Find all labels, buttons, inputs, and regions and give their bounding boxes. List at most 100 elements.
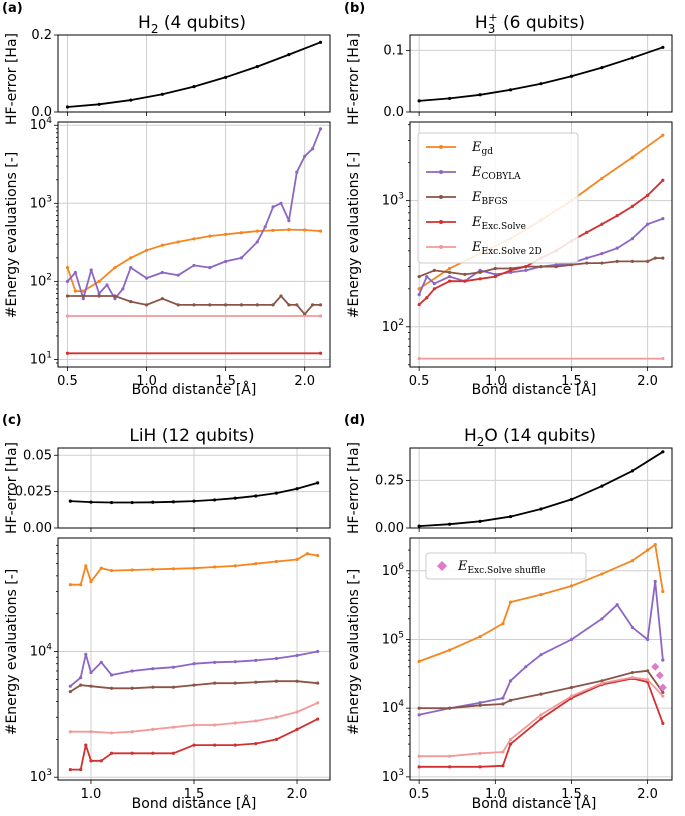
legend-b-gd-base: E (471, 140, 482, 155)
d-top-point-HF-error (448, 522, 452, 526)
b-bottom-ytick-base: 10 (382, 320, 399, 335)
d-bottom-point-E_COBYLA (646, 637, 650, 642)
a-bottom-point-E_gd (208, 234, 212, 238)
a-top-point-HF-error (129, 98, 133, 102)
d-bottom-series-E_gd (417, 543, 665, 663)
b-bottom-point-E_BFGS (478, 270, 482, 274)
b-bottom-point-E_Exc.Solve (425, 296, 429, 300)
a-bottom-point-E_COBYLA (239, 256, 244, 260)
d-bottom-point-E_COBYLA (615, 603, 619, 607)
d-bottom-ytick-exp: 6 (398, 562, 404, 572)
svg-text:EBFGS: EBFGS (471, 190, 508, 207)
d-top-frame (409, 447, 673, 529)
c-bottom-point-E_Exc.Solve (274, 737, 279, 741)
c-bottom-point-E_Exc.Solve 2D (233, 721, 237, 725)
a-bottom-point-E_gd (271, 228, 275, 232)
panel-letter-c: (c) (2, 413, 22, 428)
c-bottom-point-E_gd (130, 568, 134, 572)
a-bottom-point-E_gd (73, 289, 77, 293)
d-bottom-series-E_Exc.Solve shuffle (651, 662, 667, 692)
a-bottom-point-E_BFGS (192, 303, 196, 307)
c-bottom-point-E_gd (89, 579, 93, 584)
c-bottom-point-E_BFGS (79, 683, 83, 687)
c-bottom-point-E_Exc.Solve (171, 751, 175, 755)
d-bottom-point-E_COBYLA (661, 658, 665, 662)
d-top-ylabel: HF-error [Ha] (346, 442, 362, 534)
a-bottom-point-E_COBYLA (318, 127, 323, 131)
c-top-frame (57, 447, 331, 529)
c-bottom-point-E_Exc.Solve (295, 727, 299, 732)
b-bottom-xtick-label: 2.0 (637, 374, 658, 389)
legend-d-diamond-icon (437, 561, 447, 571)
d-bottom-point-E_BFGS (630, 670, 634, 675)
a-top-point-HF-error (224, 75, 228, 79)
svg-text:EExc.Solve: EExc.Solve (471, 215, 526, 232)
title-b-rest: (6 qubits) (498, 13, 586, 33)
b-xlabel: Bond distance [Å] (472, 381, 597, 398)
b-bottom-point-E_Exc.Solve (432, 287, 436, 291)
a-bottom-point-E_BFGS (295, 303, 299, 307)
c-xlabel: Bond distance [Å] (132, 795, 257, 812)
svg-text:EExc.Solve 2D: EExc.Solve 2D (471, 240, 542, 257)
b-bottom-point-E_COBYLA (600, 252, 604, 256)
c-top-point-HF-error (233, 496, 237, 500)
d-bottom-point-E_Exc.Solve 2D (508, 737, 513, 742)
c-bottom-point-E_Exc.Solve (109, 751, 114, 755)
b-bottom-point-E_BFGS (653, 256, 657, 260)
b-bottom-ytick-label: 103 (382, 192, 404, 209)
a-bottom-series-E_Exc.Solve (65, 351, 323, 355)
b-bottom-xtick-label: 0.5 (409, 374, 430, 389)
c-bottom-point-E_gd (213, 565, 217, 569)
a-bottom-point-E_BFGS (81, 294, 85, 298)
title-d-sub: 2 (477, 435, 485, 449)
a-bottom-point-E_gd (144, 248, 149, 252)
a-bottom-point-E_gd (318, 229, 323, 233)
d-bottom-point-E_BFGS (661, 690, 665, 694)
c-bottom-point-E_COBYLA (254, 658, 258, 662)
b-bottom-frame (409, 121, 673, 368)
a-bottom-point-E_COBYLA (279, 201, 283, 205)
chart-a-top: 0.0 0.2 (31, 28, 331, 120)
d-bottom-ytick-base: 10 (382, 564, 399, 579)
title-d-rest: O (14 qubits) (484, 426, 596, 446)
d-xlabel: Bond distance [Å] (472, 795, 597, 812)
b-bottom-point-E_COBYLA (661, 217, 665, 221)
a-bottom-point-E_gd (224, 232, 228, 236)
d-top-point-HF-error (539, 507, 543, 511)
c-bottom-point-E_BFGS (109, 686, 114, 690)
c-bottom-frame (57, 537, 331, 781)
b-bottom-point-E_BFGS (554, 264, 558, 269)
d-bottom-line-E_COBYLA (418, 580, 664, 716)
c-bottom-point-E_gd (274, 559, 279, 564)
legend-b-item-excsolve-2d: EExc.Solve 2D (426, 240, 542, 257)
b-top-series-HF-error (417, 45, 665, 103)
a-bottom-point-E_BFGS (129, 300, 133, 304)
c-bottom-point-E_gd (254, 562, 258, 566)
b-bottom-point-E_BFGS (417, 274, 421, 279)
a-bottom-ytick-label: 102 (30, 272, 52, 289)
legend-d: EExc.Solve shuffle (425, 552, 587, 580)
legend-b-excsolve-sub: Exc.Solve (482, 222, 526, 232)
d-bottom-point-E_BFGS (508, 698, 513, 702)
title-a-main: H (138, 13, 151, 33)
d-top-ytick-label: 0.25 (375, 473, 404, 488)
d-bottom-point-E_gd (646, 548, 650, 552)
a-top-point-HF-error (255, 64, 259, 69)
d-bottom-xtick-label: 1.0 (485, 787, 506, 802)
c-bottom-point-E_BFGS (171, 685, 175, 689)
c-bottom-point-E_gd (79, 583, 83, 587)
d-bottom-point-E_gd (661, 589, 665, 594)
a-top-point-HF-error (192, 84, 196, 89)
d-bottom-point-E_gd (448, 648, 452, 652)
c-bottom-point-E_Exc.Solve (84, 743, 88, 747)
d-bottom-point-E_Exc.Solve (478, 765, 482, 769)
a-xlabel: Bond distance [Å] (132, 381, 257, 398)
d-bottom-point-E_COBYLA (600, 617, 604, 621)
c-bottom-series-E_Exc.Solve (68, 717, 320, 772)
title-d-main: H (464, 426, 477, 446)
a-bottom-point-E_COBYLA (208, 266, 212, 270)
a-bottom-point-E_gd (176, 240, 180, 244)
d-bottom-ytick-label: 106 (382, 562, 405, 579)
